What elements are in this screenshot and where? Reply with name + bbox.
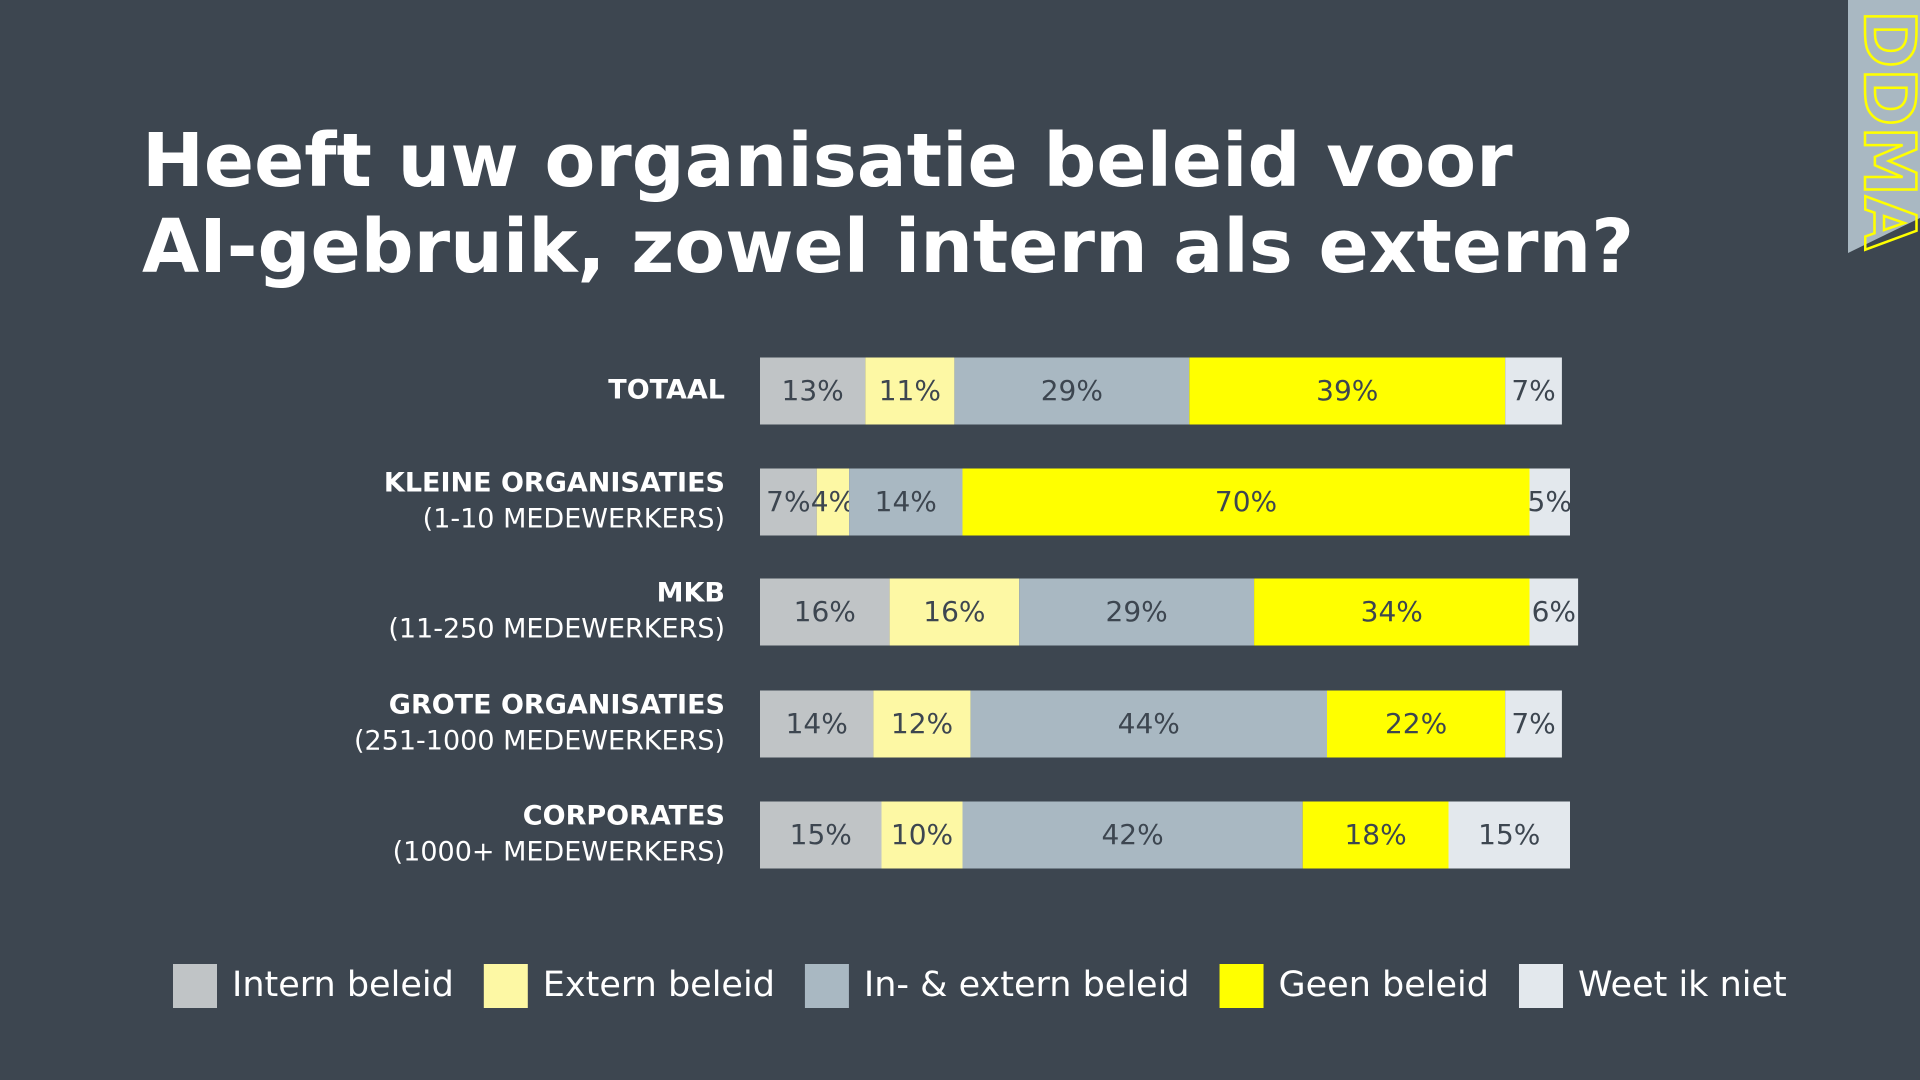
- legend-swatch: [1518, 964, 1563, 1008]
- value-label: 15%: [790, 818, 852, 851]
- bar-segment: [816, 468, 850, 536]
- bar-segment: [889, 578, 1020, 646]
- logo: DDMA: [1848, 10, 1920, 250]
- value-label: 16%: [923, 595, 985, 628]
- category-label: MKB: [657, 578, 725, 609]
- bar-segment: [1302, 801, 1449, 869]
- value-label: 70%: [1215, 485, 1277, 518]
- bar-segment: [873, 690, 971, 758]
- value-label: 14%: [875, 485, 937, 518]
- value-label: 7%: [766, 485, 810, 518]
- bar-segment: [849, 468, 963, 536]
- bar-segment: [760, 468, 817, 536]
- bar-segment: [760, 578, 890, 646]
- bar-segment: [1505, 357, 1562, 425]
- legend-label: Intern beleid: [232, 965, 454, 1005]
- legend-swatch: [804, 964, 849, 1008]
- value-label: 16%: [794, 595, 856, 628]
- value-label: 4%: [811, 485, 855, 518]
- legend-swatch: [1219, 964, 1264, 1008]
- legend-swatch: [483, 964, 528, 1008]
- bar-segment: [1327, 690, 1506, 758]
- bar-segment: [1529, 578, 1579, 646]
- legend-label: Extern beleid: [543, 965, 775, 1005]
- value-label: 29%: [1041, 374, 1103, 407]
- value-label: 7%: [1511, 374, 1555, 407]
- bar-segment: [1189, 357, 1506, 425]
- bar-segment: [865, 357, 955, 425]
- category-sublabel: (1-10 MEDEWERKERS): [423, 504, 725, 535]
- value-label: 13%: [782, 374, 844, 407]
- category-sublabel: (251-1000 MEDEWERKERS): [354, 726, 725, 757]
- bar-segment: [760, 801, 882, 869]
- category-label: CORPORATES: [523, 801, 725, 832]
- bar-segment: [881, 801, 963, 869]
- legend-label: Geen beleid: [1279, 965, 1489, 1005]
- bar-segment: [1019, 578, 1255, 646]
- bar-segment: [1254, 578, 1530, 646]
- bar-segment: [970, 690, 1327, 758]
- category-label: GROTE ORGANISATIES: [389, 690, 725, 721]
- bar-segment: [1505, 690, 1562, 758]
- value-label: 34%: [1361, 595, 1423, 628]
- chart-title: Heeft uw organisatie beleid voor AI-gebru…: [142, 118, 1634, 290]
- bar-segment: [954, 357, 1190, 425]
- bar-segment: [1529, 468, 1570, 536]
- bar-segment: [760, 690, 874, 758]
- bar-segment: [962, 468, 1530, 536]
- value-label: 39%: [1316, 374, 1378, 407]
- value-label: 14%: [786, 707, 848, 740]
- legend-swatch: [173, 964, 217, 1008]
- category-sublabel: (11-250 MEDEWERKERS): [388, 614, 725, 645]
- bar-segment: [962, 801, 1303, 869]
- value-label: 22%: [1385, 707, 1447, 740]
- value-label: 44%: [1118, 707, 1180, 740]
- legend-label: In- & extern beleid: [864, 965, 1190, 1005]
- logo-banner: [1848, 0, 1920, 253]
- category-sublabel: (1000+ MEDEWERKERS): [393, 837, 725, 868]
- value-label: 18%: [1344, 818, 1406, 851]
- value-label: 11%: [879, 374, 941, 407]
- value-label: 42%: [1101, 818, 1163, 851]
- value-label: 5%: [1528, 485, 1572, 518]
- legend-label: Weet ik niet: [1578, 965, 1787, 1005]
- value-label: 15%: [1478, 818, 1540, 851]
- bar-segment: [760, 357, 866, 425]
- bar-segment: [1448, 801, 1570, 869]
- value-label: 29%: [1106, 595, 1168, 628]
- value-label: 10%: [891, 818, 953, 851]
- category-label: TOTAAL: [608, 375, 725, 406]
- value-label: 6%: [1532, 595, 1576, 628]
- value-label: 12%: [891, 707, 953, 740]
- value-label: 7%: [1511, 707, 1555, 740]
- category-label: KLEINE ORGANISATIES: [384, 468, 725, 499]
